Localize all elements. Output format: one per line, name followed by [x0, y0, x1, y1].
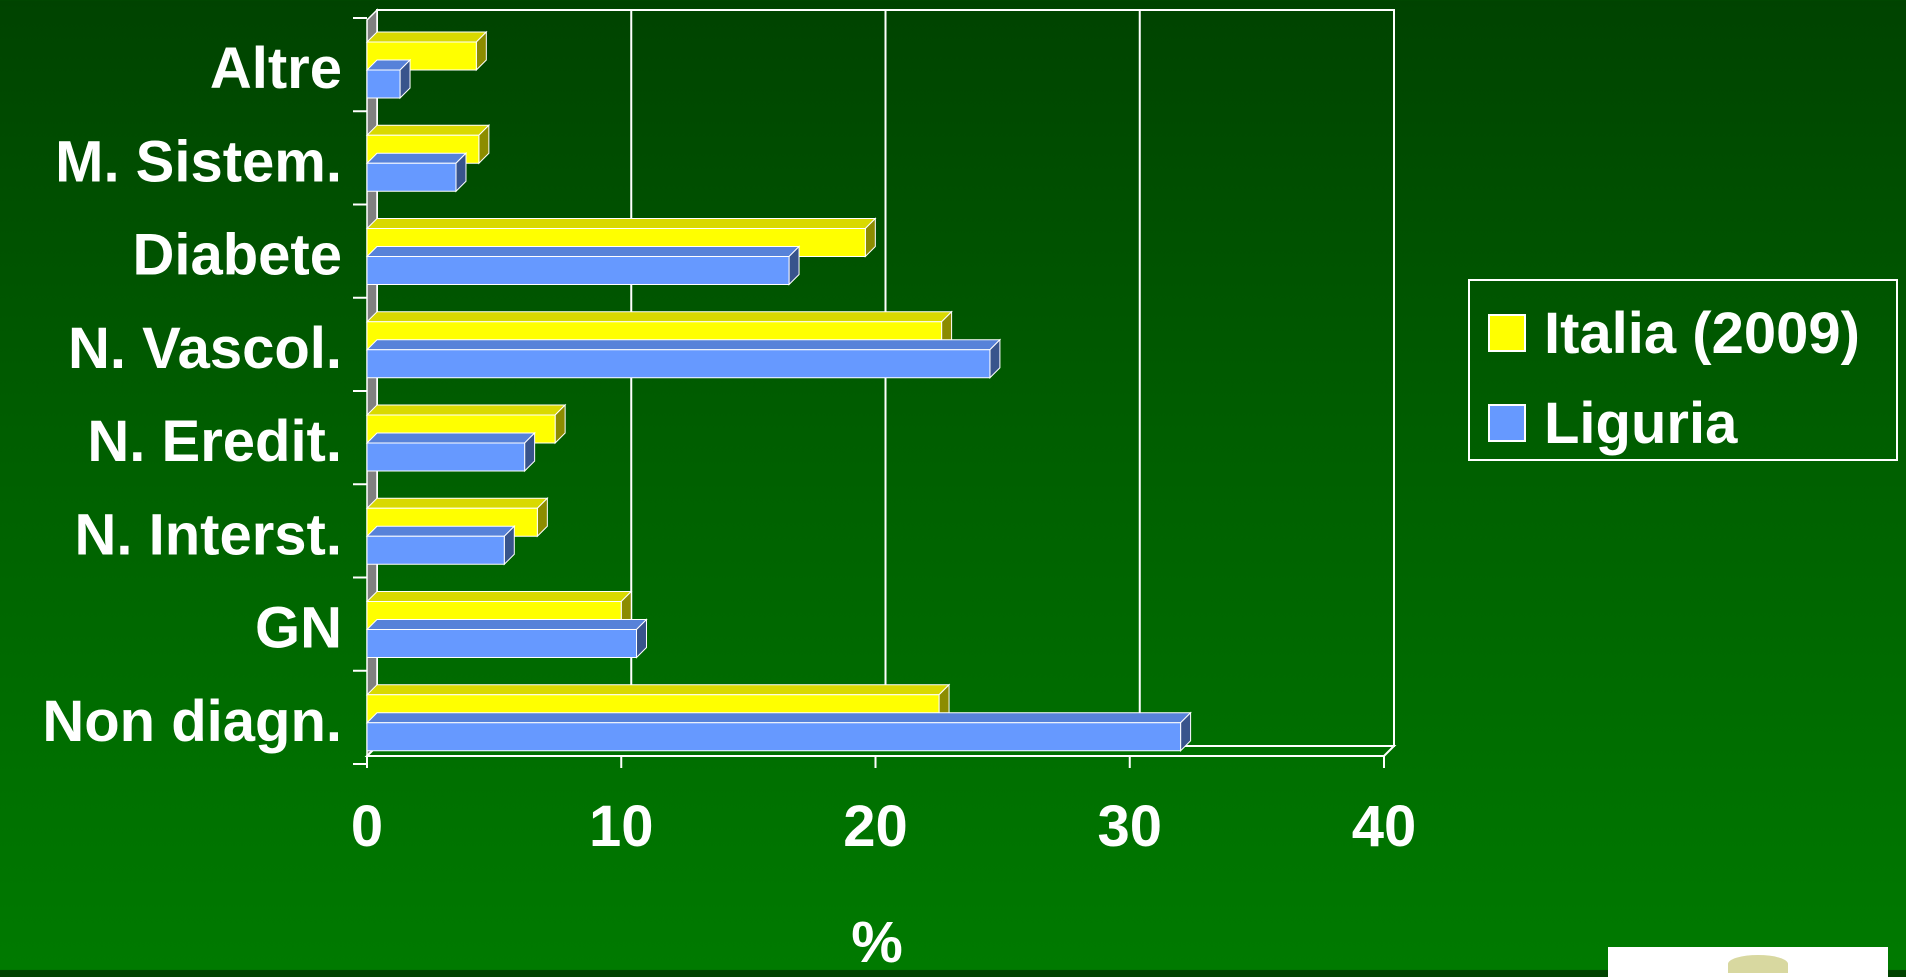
bar-front-face [366, 162, 457, 192]
category-label: M. Sistem. [55, 129, 342, 194]
bar-italia [365, 30, 488, 72]
bar-top-face [365, 497, 549, 509]
bar-front-face [366, 69, 401, 99]
bar-liguria [365, 245, 801, 286]
bar-liguria [365, 711, 1192, 752]
category-label: GN [255, 596, 342, 661]
x-tick-label: 10 [589, 794, 654, 859]
bar-top-face [365, 218, 877, 229]
category-labels: Altre M. Sistem. Diabete N. Vascol. N. Eredi… [42, 36, 342, 754]
bars [365, 30, 1192, 752]
x-tick-label: 0 [351, 794, 383, 859]
category-label: Altre [210, 36, 342, 101]
bar-liguria [365, 338, 1002, 379]
legend-label-liguria: Liguria [1544, 390, 1738, 456]
bar-front-face [366, 256, 790, 285]
bar-liguria [365, 525, 516, 566]
category-label: N. Vascol. [68, 316, 342, 381]
bar-front-face [366, 629, 638, 658]
bar-top-face [365, 339, 1002, 351]
bar-front-face [366, 442, 526, 472]
bar-liguria [365, 618, 648, 659]
legend-label-italia: Italia (2009) [1544, 300, 1860, 366]
x-tick-label: 40 [1352, 794, 1417, 859]
bar-top-face [365, 619, 648, 630]
bar-top-face [365, 684, 951, 696]
legend-item-italia: Italia (2009) [1488, 297, 1860, 369]
legend-swatch-liguria [1488, 404, 1526, 442]
bar-top-face [365, 525, 516, 537]
bar-top-face [365, 432, 536, 444]
legend-swatch-italia [1488, 314, 1526, 352]
bar-liguria [365, 152, 468, 193]
logo-shape [1728, 955, 1788, 973]
bar-front-face [366, 535, 505, 565]
bar-front-face [366, 722, 1182, 752]
bar-front-face [366, 349, 991, 379]
logo-image [1608, 947, 1888, 977]
bar-top-face [365, 311, 953, 323]
category-label: N. Eredit. [87, 409, 342, 474]
bar-top-face [365, 404, 567, 416]
category-label: Non diagn. [42, 689, 342, 754]
bar-top-face [365, 124, 491, 136]
bar-liguria [365, 431, 536, 473]
category-label: N. Interst. [75, 502, 343, 567]
bar-liguria [365, 58, 412, 100]
legend-item-liguria: Liguria [1488, 387, 1737, 459]
x-tick-label: 30 [1097, 794, 1162, 859]
x-tick-labels: 0 10 20 30 40 [351, 794, 1416, 859]
x-axis-title: % [851, 910, 903, 970]
bar-top-face [365, 152, 468, 164]
bar-top-face [365, 246, 801, 257]
x-tick-label: 20 [843, 794, 908, 859]
bar-top-face [365, 31, 488, 43]
bar-top-face [365, 591, 633, 602]
category-label: Diabete [132, 223, 342, 288]
bar-top-face [365, 712, 1192, 724]
legend: Italia (2009) Liguria [1468, 279, 1898, 461]
